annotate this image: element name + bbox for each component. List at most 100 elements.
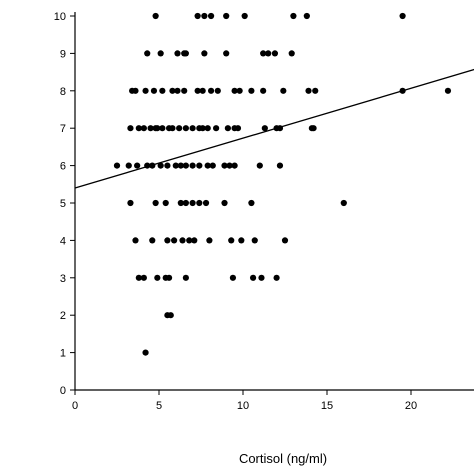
data-point xyxy=(149,162,156,169)
y-tick-label: 10 xyxy=(54,11,66,23)
data-point xyxy=(209,162,216,169)
data-point xyxy=(164,162,171,169)
data-point xyxy=(174,50,181,57)
data-point xyxy=(159,87,166,94)
data-point xyxy=(249,274,257,281)
y-tick-label: 5 xyxy=(60,198,66,210)
data-point xyxy=(258,274,265,281)
x-tick-label: 0 xyxy=(72,400,78,412)
data-point xyxy=(169,125,176,132)
data-point xyxy=(201,50,208,57)
data-point xyxy=(260,50,267,57)
data-point xyxy=(182,162,189,169)
data-point xyxy=(140,274,147,281)
data-point xyxy=(340,199,347,207)
x-tick-label: 10 xyxy=(237,400,249,412)
data-point xyxy=(189,162,196,169)
data-point xyxy=(182,199,189,207)
x-tick-label: 15 xyxy=(321,400,333,412)
data-point xyxy=(171,237,178,244)
data-point xyxy=(152,199,159,207)
data-point xyxy=(206,237,213,244)
data-point xyxy=(182,274,189,281)
data-point xyxy=(189,125,196,132)
data-point xyxy=(140,125,147,132)
data-point xyxy=(399,12,406,20)
data-point xyxy=(226,162,233,169)
data-point xyxy=(157,162,164,169)
data-point xyxy=(229,274,237,281)
data-point xyxy=(202,199,210,207)
data-point xyxy=(132,87,139,94)
data-point xyxy=(177,199,184,207)
data-point xyxy=(223,50,230,57)
data-point xyxy=(251,237,258,244)
data-point xyxy=(213,125,220,132)
data-point xyxy=(154,125,161,132)
data-point xyxy=(273,274,280,281)
data-point xyxy=(310,125,317,132)
data-point xyxy=(142,87,149,94)
data-point xyxy=(181,87,188,94)
y-tick-label: 0 xyxy=(60,385,66,397)
data-point xyxy=(174,87,181,94)
data-point xyxy=(125,162,132,169)
data-point xyxy=(179,237,186,244)
data-point xyxy=(231,162,238,169)
data-point xyxy=(276,162,284,169)
data-point xyxy=(238,237,245,244)
data-point xyxy=(196,199,203,207)
data-point xyxy=(221,162,228,169)
data-point xyxy=(261,125,268,132)
y-tick-label: 1 xyxy=(60,348,66,360)
data-point xyxy=(241,12,248,20)
data-point xyxy=(144,162,151,169)
data-point xyxy=(142,349,149,356)
y-tick-label: 6 xyxy=(60,161,66,173)
y-tick-label: 3 xyxy=(60,273,66,285)
data-point xyxy=(134,162,141,169)
data-point xyxy=(312,87,319,94)
data-point xyxy=(444,87,452,94)
data-point xyxy=(199,125,206,132)
data-point xyxy=(234,125,242,132)
data-point xyxy=(127,125,134,132)
data-point xyxy=(281,237,289,244)
data-point xyxy=(224,125,231,132)
data-point xyxy=(399,87,406,94)
data-point xyxy=(162,199,169,207)
data-point xyxy=(265,50,272,57)
data-point xyxy=(223,12,230,20)
data-point xyxy=(214,87,221,94)
data-point xyxy=(127,199,134,207)
y-tick-label: 8 xyxy=(60,86,66,98)
data-point xyxy=(172,162,179,169)
data-point xyxy=(276,125,284,132)
data-point xyxy=(236,87,243,94)
data-point xyxy=(144,50,151,57)
data-point xyxy=(228,237,235,244)
data-point xyxy=(164,237,171,244)
data-point xyxy=(157,50,164,57)
data-point xyxy=(135,125,142,132)
data-point xyxy=(194,12,201,20)
data-point xyxy=(248,199,255,207)
data-point xyxy=(196,162,203,169)
data-point xyxy=(191,237,198,244)
data-point xyxy=(176,125,183,132)
y-tick-label: 7 xyxy=(60,123,66,135)
data-point xyxy=(204,125,211,132)
data-point xyxy=(221,199,228,207)
data-point xyxy=(201,12,208,20)
data-point xyxy=(199,87,206,94)
data-point xyxy=(135,274,142,281)
data-points xyxy=(113,12,452,356)
x-tick-label: 20 xyxy=(405,400,417,412)
y-tick-label: 4 xyxy=(60,235,66,247)
data-point xyxy=(150,87,158,94)
y-tick-label: 2 xyxy=(60,310,66,322)
data-point xyxy=(186,237,193,244)
data-point xyxy=(189,199,196,207)
data-point xyxy=(305,87,312,94)
